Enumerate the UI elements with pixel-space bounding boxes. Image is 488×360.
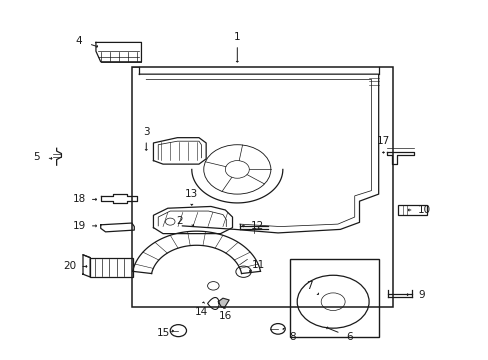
Text: 18: 18 bbox=[72, 194, 85, 204]
Text: 13: 13 bbox=[185, 189, 198, 199]
Text: 5: 5 bbox=[33, 152, 39, 162]
Bar bbox=[90, 258, 133, 277]
Text: 12: 12 bbox=[251, 221, 264, 231]
Text: 2: 2 bbox=[176, 216, 183, 226]
Text: 20: 20 bbox=[63, 261, 76, 271]
Text: 4: 4 bbox=[76, 36, 82, 46]
Text: 8: 8 bbox=[288, 332, 295, 342]
Text: 3: 3 bbox=[142, 127, 149, 138]
Text: 6: 6 bbox=[346, 332, 352, 342]
Polygon shape bbox=[218, 298, 229, 308]
Text: 15: 15 bbox=[156, 328, 169, 338]
Text: 14: 14 bbox=[194, 307, 207, 317]
Text: 19: 19 bbox=[72, 221, 85, 231]
Text: 11: 11 bbox=[252, 260, 265, 270]
Bar bbox=[289, 259, 378, 337]
Text: 17: 17 bbox=[376, 136, 389, 146]
Bar bbox=[132, 67, 392, 307]
Bar bbox=[397, 205, 426, 215]
Text: 9: 9 bbox=[418, 290, 424, 300]
Text: 16: 16 bbox=[218, 311, 231, 321]
Text: 1: 1 bbox=[234, 32, 240, 42]
Text: 7: 7 bbox=[306, 281, 312, 291]
Text: 10: 10 bbox=[417, 205, 430, 215]
